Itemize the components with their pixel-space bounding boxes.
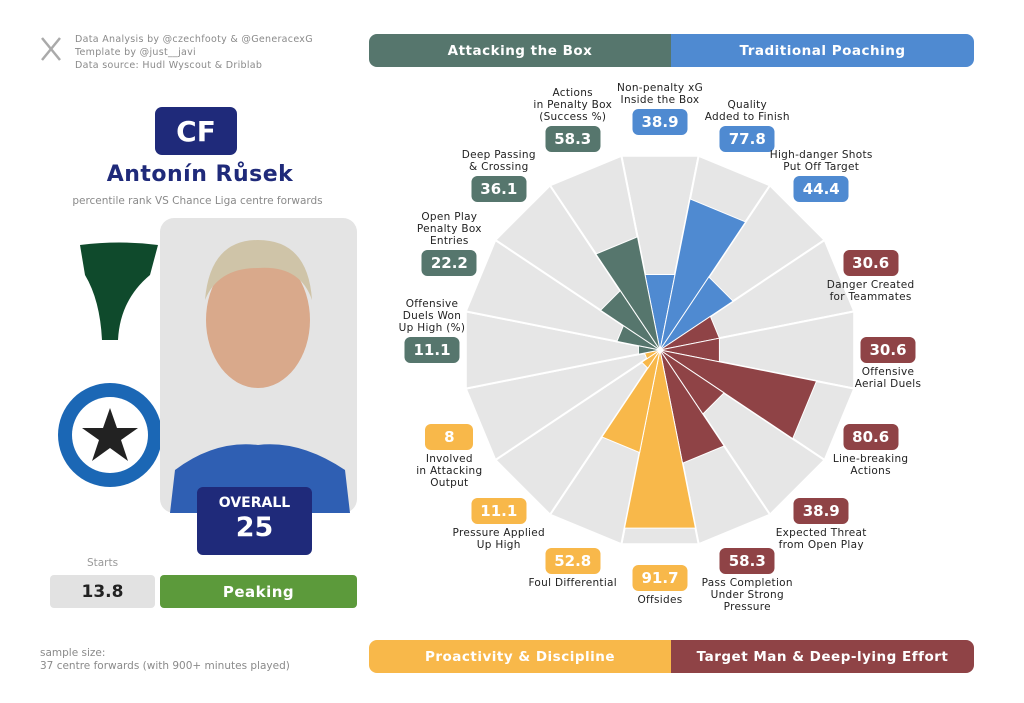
category-label: Quality Added to Finish — [704, 99, 790, 124]
slice — [601, 349, 661, 454]
group-header: Traditional Poaching — [671, 34, 974, 67]
category-label: Offensive Aerial Duels — [854, 366, 922, 390]
category-label: Deep Passing & Crossing — [461, 148, 536, 173]
value-label: 36.1 — [471, 175, 527, 202]
value-label: 30.6 — [860, 337, 916, 363]
value-label: 30.6 — [843, 249, 899, 276]
category-label: Non-penalty xG Inside the Box — [616, 82, 704, 106]
category-label: Pass Completion Under Strong Pressure — [701, 576, 793, 613]
category-label: Offensive Duels Won Up High (%) — [398, 298, 466, 334]
starts-label: Starts — [86, 557, 119, 569]
category-label: Danger Created for Teammates — [826, 278, 915, 303]
group-header: Target Man & Deep-lying Effort — [671, 640, 974, 673]
status: Peaking — [160, 575, 357, 608]
value-label: 91.7 — [632, 565, 688, 591]
value-label: 58.3 — [545, 126, 601, 153]
player-name: Antonín Růsek — [106, 162, 294, 187]
value-label: 77.8 — [719, 126, 775, 153]
category-label: Foul Differential — [528, 576, 617, 589]
category-label: Line-breaking Actions — [832, 453, 909, 478]
category-label: Actions in Penalty Box (Success %) — [533, 87, 613, 124]
credit-line: Data Analysis by @czechfooty & @Generace… — [75, 34, 313, 45]
overall-value: 25 — [235, 512, 274, 543]
slice — [595, 236, 661, 351]
category-label: Open Play Penalty Box Entries — [416, 210, 482, 247]
value-label: 8 — [425, 424, 474, 451]
subtitle: percentile rank VS Chance Liga centre fo… — [72, 195, 323, 207]
category-label: High-danger Shots Put Off Target — [769, 148, 873, 173]
sample-size: sample size: 37 centre forwards (with 90… — [40, 647, 290, 672]
credits: Data Analysis by @czechfooty & @Generace… — [75, 33, 313, 72]
category-label: Expected Threat from Open Play — [775, 527, 867, 552]
overall-box: OVERALL 25 — [197, 487, 312, 555]
category-label: Pressure Applied Up High — [452, 527, 545, 552]
value-label: 80.6 — [843, 424, 899, 451]
radar — [464, 154, 856, 546]
x-logo — [41, 37, 61, 61]
category-label: Offsides — [637, 594, 683, 606]
position-badge: CF — [155, 107, 237, 155]
value-label: 38.9 — [793, 498, 849, 525]
group-header: Proactivity & Discipline — [369, 640, 671, 673]
value-label: 52.8 — [545, 547, 601, 574]
overall-label: OVERALL — [218, 495, 291, 511]
value-label: 38.9 — [632, 109, 688, 135]
club-logo — [58, 242, 162, 487]
group-header: Attacking the Box — [369, 34, 671, 67]
value-label: 11.1 — [471, 498, 527, 525]
slice — [659, 349, 818, 440]
credit-line: Data source: Hudl Wyscout & Driblab — [75, 60, 263, 71]
credit-line: Template by @just__javi — [75, 47, 196, 58]
value-label: 22.2 — [421, 249, 477, 276]
value-label: 44.4 — [793, 175, 849, 202]
value-label: 11.1 — [404, 337, 460, 363]
value-label: 58.3 — [719, 547, 775, 574]
category-label: Involved in Attacking Output — [416, 453, 483, 490]
starts-value: 13.8 — [50, 575, 155, 608]
